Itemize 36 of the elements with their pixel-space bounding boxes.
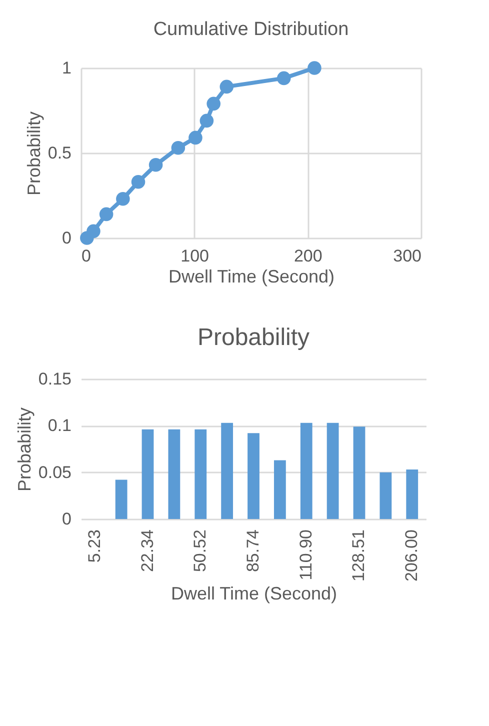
bar: [194, 429, 207, 519]
x-tick-label: 85.74: [244, 530, 262, 572]
x-axis-title: Dwell Time (Second): [168, 266, 335, 286]
bar: [168, 429, 180, 519]
bar: [274, 460, 286, 519]
y-tick-label: 1: [62, 58, 72, 78]
bar: [353, 426, 366, 519]
x-tick-label: 128.51: [349, 530, 368, 582]
bar: [406, 470, 418, 519]
x-tick-label: 110.90: [296, 530, 316, 580]
y-tick-label: 0.05: [38, 462, 72, 482]
chart-title: Cumulative Distribution: [153, 19, 349, 40]
y-tick-label: 0.5: [48, 144, 72, 162]
x-tick-label: 22.34: [138, 530, 157, 572]
x-tick-label: 5.23: [84, 530, 104, 563]
bar: [221, 422, 234, 519]
x-tick-label: 200: [294, 246, 322, 266]
y-tick-label: 0.15: [38, 370, 72, 388]
bar: [142, 429, 154, 519]
bar: [326, 422, 339, 519]
y-axis-title: Probability: [14, 407, 34, 492]
x-tick-label: 0: [82, 246, 91, 266]
x-tick-label: 50.52: [190, 530, 210, 572]
bar: [300, 422, 312, 519]
bar: [115, 480, 128, 519]
x-axis-title: Dwell Time (Second): [170, 583, 338, 604]
y-axis-title: Probability: [24, 111, 44, 196]
x-tick-label: 300: [393, 246, 422, 266]
x-tick-label: 206.00: [402, 530, 422, 582]
x-tick-label: 100: [180, 246, 210, 266]
bar: [380, 472, 392, 519]
y-tick-label: 0.1: [48, 416, 72, 436]
y-tick-label: 0: [62, 510, 72, 528]
y-tick-label: 0: [62, 228, 72, 248]
chart-title: Probability: [197, 324, 310, 351]
bar: [248, 433, 260, 519]
